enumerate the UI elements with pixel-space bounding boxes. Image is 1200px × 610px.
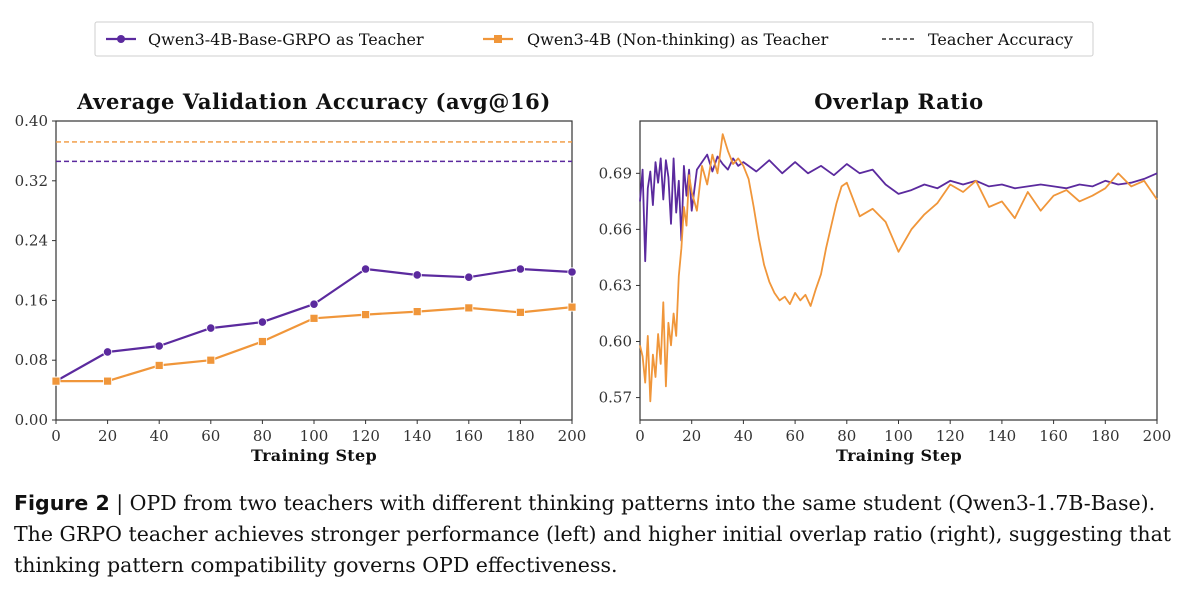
x-tick-label: 100 [884, 427, 913, 445]
x-tick-label: 80 [253, 427, 272, 445]
accuracy-plot-area [51, 141, 577, 386]
x-tick-label: 40 [150, 427, 169, 445]
accuracy-plot-frame [55, 120, 573, 421]
y-tick-label: 0.00 [15, 411, 48, 429]
x-tick-label: 40 [734, 427, 753, 445]
legend-box [94, 21, 1094, 57]
overlap-x-axis-label: Training Step [836, 446, 962, 465]
x-tick-label: 160 [454, 427, 483, 445]
data-point [360, 264, 371, 274]
y-tick-label: 0.66 [599, 220, 632, 238]
x-tick-label: 100 [300, 427, 329, 445]
y-tick-label: 0.24 [15, 232, 48, 250]
x-tick-label: 0 [635, 427, 645, 445]
data-point [103, 347, 113, 357]
figure-caption: Figure 2 | OPD from two teachers with di… [14, 488, 1190, 581]
figure: Qwen3-4B-Base-GRPO as Teacher Qwen3-4B (… [15, 21, 1172, 465]
data-point [464, 303, 474, 313]
series-line-0 [639, 153, 1158, 263]
y-tick-label: 0.08 [15, 351, 48, 369]
accuracy-x-axis-label: Training Step [251, 446, 377, 465]
x-tick-label: 80 [837, 427, 856, 445]
x-tick-label: 180 [506, 427, 535, 445]
data-point [309, 299, 319, 309]
y-tick-label: 0.63 [599, 276, 632, 294]
y-tick-label: 0.60 [599, 333, 632, 351]
data-point [567, 302, 577, 312]
x-tick-label: 200 [1143, 427, 1172, 445]
data-point [515, 264, 526, 274]
caption-text: | OPD from two teachers with different t… [14, 491, 1172, 577]
data-point [154, 341, 164, 351]
x-tick-label: 140 [403, 427, 432, 445]
y-tick-label: 0.16 [15, 291, 48, 309]
legend-item-teacher: Teacher Accuracy [882, 30, 1073, 49]
x-tick-label: 60 [786, 427, 805, 445]
square-marker-icon [494, 35, 502, 43]
data-point [103, 376, 112, 386]
x-tick-label: 60 [201, 427, 220, 445]
data-point [412, 270, 422, 280]
legend-label-grpo: Qwen3-4B-Base-GRPO as Teacher [148, 30, 424, 49]
data-point [412, 307, 422, 317]
legend-item-grpo: Qwen3-4B-Base-GRPO as Teacher [106, 30, 424, 49]
x-tick-label: 160 [1039, 427, 1068, 445]
legend-label-teacher: Teacher Accuracy [928, 30, 1073, 49]
caption-label: Figure 2 [14, 491, 110, 515]
data-point [257, 337, 267, 346]
overlap-plot-frame [639, 120, 1158, 421]
x-tick-label: 0 [51, 427, 61, 445]
overlap-plot-area [639, 133, 1158, 403]
data-point [257, 317, 267, 327]
overlap-panel: Overlap Ratio 0 20 40 60 80 100 120 140 160 180 20… [599, 89, 1172, 465]
legend-item-nonthinking: Qwen3-4B (Non-thinking) as Teacher [483, 30, 829, 49]
data-point [206, 323, 216, 333]
accuracy-axes: 0 20 40 60 80 100 120 140 160 180 200 0.00 0.08 0.16 0… [15, 112, 587, 445]
data-point [206, 355, 216, 365]
y-tick-label: 0.40 [15, 112, 48, 130]
data-point [464, 272, 474, 282]
y-tick-label: 0.32 [15, 172, 48, 190]
y-tick-label: 0.69 [599, 164, 632, 182]
y-tick-label: 0.57 [599, 389, 632, 407]
legend: Qwen3-4B-Base-GRPO as Teacher Qwen3-4B (… [94, 21, 1094, 57]
series-line-1 [639, 133, 1158, 403]
data-point [516, 307, 525, 317]
x-tick-label: 140 [988, 427, 1017, 445]
x-tick-label: 180 [1091, 427, 1120, 445]
accuracy-chart-title: Average Validation Accuracy (avg@16) [76, 89, 551, 114]
data-point [51, 376, 61, 386]
overlap-chart-title: Overlap Ratio [814, 89, 984, 114]
x-tick-label: 120 [351, 427, 380, 445]
data-point [154, 361, 164, 370]
legend-label-nonthinking: Qwen3-4B (Non-thinking) as Teacher [527, 30, 829, 49]
overlap-axes: 0 20 40 60 80 100 120 140 160 180 200 0.57 0.60 0.63 0… [599, 164, 1172, 445]
accuracy-panel: Average Validation Accuracy (avg@16) 0 20… [15, 89, 587, 465]
data-point [567, 267, 577, 277]
data-point [361, 310, 371, 320]
circle-marker-icon [117, 35, 125, 43]
x-tick-label: 20 [98, 427, 117, 445]
x-tick-label: 200 [558, 427, 587, 445]
x-tick-label: 20 [682, 427, 701, 445]
series-line-0 [55, 267, 573, 383]
data-point [309, 313, 319, 323]
x-tick-label: 120 [936, 427, 965, 445]
